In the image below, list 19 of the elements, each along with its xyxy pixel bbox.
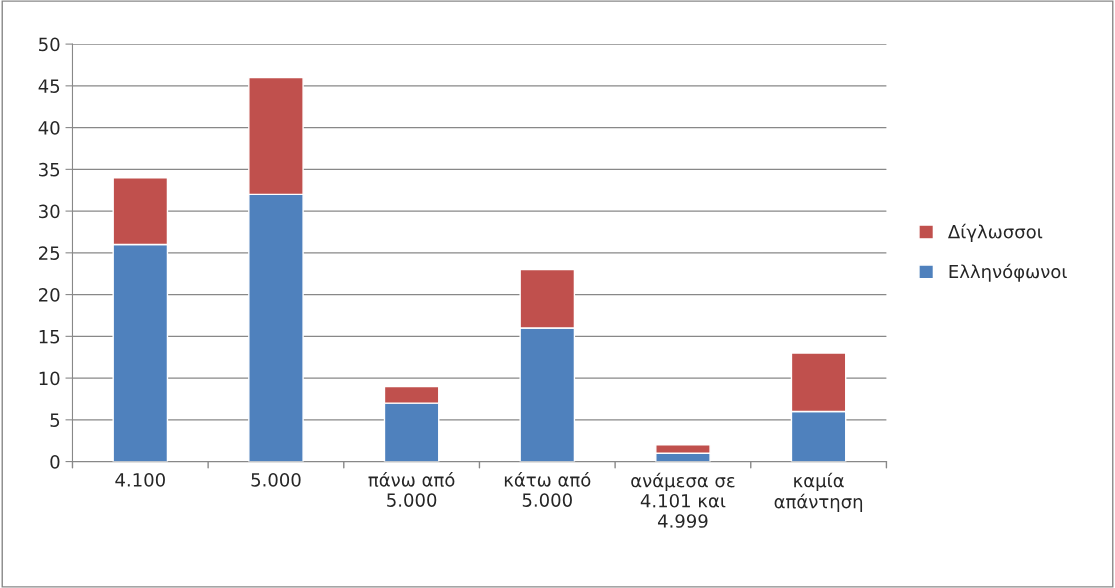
y-tick-label: 0 — [50, 455, 60, 469]
y-tick-label: 50 — [39, 37, 60, 52]
y-tick-label: 45 — [38, 79, 60, 93]
legend-label: Δίγλωσσοι — [947, 223, 1043, 243]
x-tick-label: 5.000 — [251, 473, 301, 487]
x-tick-label: 4.100 — [115, 473, 165, 487]
legend-label: Ελληνόφωνοι — [949, 263, 1067, 282]
y-tick-label: 30 — [39, 204, 60, 219]
x-tick-label: κάτω από 5.000 — [504, 471, 591, 507]
y-tick-label: 20 — [39, 288, 60, 302]
y-tick-label: 5 — [50, 413, 60, 427]
y-tick-label: 35 — [39, 162, 60, 177]
y-tick-label: 25 — [39, 246, 60, 260]
x-tick-label: ανάμεσα σε 4.101 και 4.999 — [631, 472, 735, 528]
x-tick-label: καμία απάντηση — [774, 472, 863, 512]
y-tick-label: 15 — [39, 330, 60, 344]
y-tick-label: 10 — [39, 371, 60, 386]
x-tick-label: πάνω από 5.000 — [368, 471, 455, 507]
y-tick-label: 40 — [38, 121, 60, 135]
